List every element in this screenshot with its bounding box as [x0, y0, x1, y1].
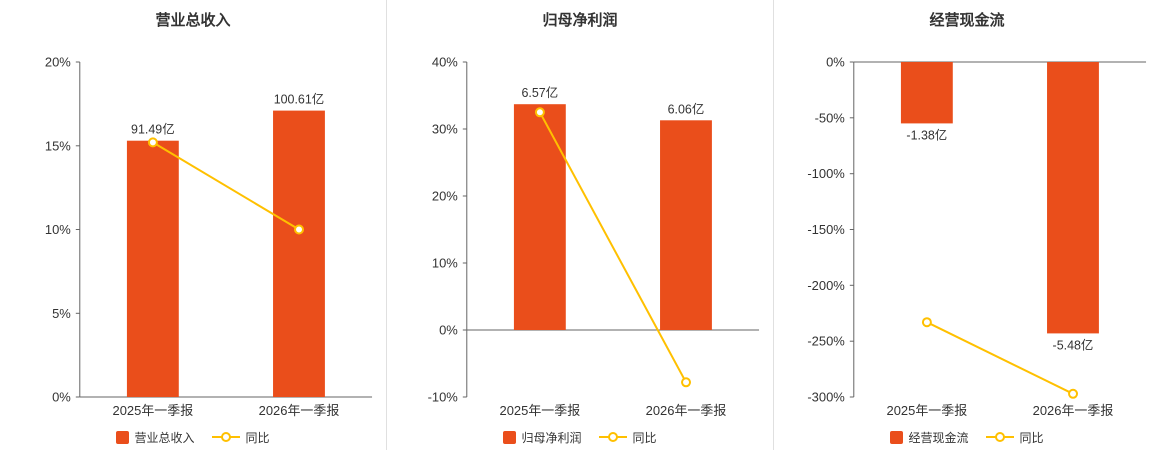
revenue-chart-legend: 营业总收入 同比: [0, 424, 386, 450]
yoy-line-marker[interactable]: [1068, 388, 1079, 399]
x-category-label: 2026年一季报: [646, 403, 727, 418]
yoy-line-marker[interactable]: [534, 107, 545, 118]
yoy-line-marker[interactable]: [681, 377, 692, 388]
y-tick-label: -200%: [807, 278, 845, 293]
chart-title-net-profit: 归母净利润: [542, 12, 618, 29]
yoy-line: [152, 141, 300, 231]
x-category-label: 2025年一季报: [500, 403, 581, 418]
legend-bar-label: 归母净利润: [521, 430, 582, 445]
bar-value-label: 91.49亿: [131, 122, 175, 137]
net-profit-chart-plot: -10% 0% 10% 20% 30% 40% 6.57亿 2025年一季报 6.06亿 2026…: [387, 32, 773, 424]
legend-line-label: 同比: [632, 430, 657, 445]
bar[interactable]: [1047, 62, 1099, 334]
bar[interactable]: [126, 140, 179, 397]
bar[interactable]: [513, 104, 566, 330]
bar-value-label: -1.38亿: [906, 127, 947, 142]
y-tick-label: -50%: [815, 110, 846, 125]
y-tick-label: -250%: [807, 334, 845, 349]
y-tick-label: 0%: [826, 54, 845, 69]
revenue-chart-plot: 0% 5% 10% 15% 20% 91.49亿 2025年一季报 100.61亿 2026年一…: [0, 32, 386, 424]
chart-svg: 0% 5% 10% 15% 20% 91.49亿 2025年一季报 100.61亿 2026年一…: [45, 54, 373, 418]
chart-panel-revenue: 营业总收入 0% 5% 10% 15% 20% 91.49亿 2025年一季报 100.61亿…: [0, 0, 387, 450]
y-tick-label: -150%: [807, 222, 845, 237]
y-tick-label: 0%: [52, 389, 71, 404]
legend-item-revenue-yoy[interactable]: 同比: [211, 429, 270, 446]
line-series-swatch-icon: [211, 432, 240, 442]
y-tick-label: 0%: [439, 322, 458, 337]
bar[interactable]: [273, 110, 325, 397]
chart-svg: -10% 0% 10% 20% 30% 40% 6.57亿 2025年一季报 6.06亿 2026…: [428, 54, 760, 418]
y-tick-label: -300%: [807, 389, 845, 404]
x-category-label: 2026年一季报: [259, 403, 340, 418]
legend-item-net-profit-bar[interactable]: 归母净利润: [503, 429, 582, 446]
y-tick-label: 15%: [45, 138, 71, 153]
y-tick-label: 20%: [45, 54, 71, 69]
chart-svg: 0% -50% -100% -150% -200% -250% -300% -1.38亿 202…: [807, 54, 1147, 418]
bar-series-swatch-icon: [890, 430, 904, 444]
bar-series-swatch-icon: [503, 430, 517, 444]
line-series-swatch-icon: [985, 432, 1014, 442]
legend-bar-label: 经营现金流: [908, 430, 969, 445]
yoy-line: [926, 321, 1074, 395]
y-tick-label: 30%: [432, 121, 458, 136]
y-tick-label: -10%: [428, 389, 459, 404]
yoy-line-marker[interactable]: [294, 224, 305, 235]
cash-flow-chart-plot: 0% -50% -100% -150% -200% -250% -300% -1.38亿 202…: [774, 32, 1160, 424]
bar-series-swatch-icon: [116, 430, 130, 444]
cash-flow-chart-legend: 经营现金流 同比: [774, 424, 1160, 450]
bar-value-label: 6.06亿: [668, 101, 705, 116]
yoy-line: [539, 111, 687, 383]
bar-value-label: 100.61亿: [274, 92, 325, 107]
y-tick-label: 10%: [432, 255, 458, 270]
bar-value-label: -5.48亿: [1053, 337, 1094, 352]
x-category-label: 2025年一季报: [113, 403, 194, 418]
yoy-line-marker[interactable]: [921, 317, 932, 328]
legend-item-revenue-bar[interactable]: 营业总收入: [116, 429, 195, 446]
net-profit-chart-legend: 归母净利润 同比: [387, 424, 773, 450]
chart-title-revenue: 营业总收入: [155, 12, 231, 29]
legend-item-cash-flow-bar[interactable]: 经营现金流: [890, 429, 969, 446]
bar-value-label: 6.57亿: [522, 85, 559, 100]
yoy-line-marker[interactable]: [147, 137, 158, 148]
legend-bar-label: 营业总收入: [134, 430, 195, 445]
chart-panel-cash-flow: 经营现金流 0% -50% -100% -150% -200% -250% -300% -1.…: [774, 0, 1160, 450]
y-tick-label: -100%: [807, 166, 845, 181]
legend-line-label: 同比: [245, 430, 270, 445]
y-tick-label: 5%: [52, 306, 71, 321]
bar[interactable]: [660, 120, 712, 330]
y-tick-label: 40%: [432, 54, 458, 69]
legend-line-label: 同比: [1019, 430, 1044, 445]
y-tick-label: 10%: [45, 222, 71, 237]
chart-title-cash-flow: 经营现金流: [929, 12, 1005, 29]
legend-item-net-profit-yoy[interactable]: 同比: [598, 429, 657, 446]
x-category-label: 2026年一季报: [1033, 403, 1114, 418]
chart-panel-net-profit: 归母净利润 -10% 0% 10% 20% 30% 40% 6.57亿 2025年一季报 6.0…: [387, 0, 774, 450]
line-series-swatch-icon: [598, 432, 627, 442]
y-tick-label: 20%: [432, 188, 458, 203]
legend-item-cash-flow-yoy[interactable]: 同比: [985, 429, 1044, 446]
x-category-label: 2025年一季报: [887, 403, 968, 418]
bar[interactable]: [900, 62, 953, 124]
